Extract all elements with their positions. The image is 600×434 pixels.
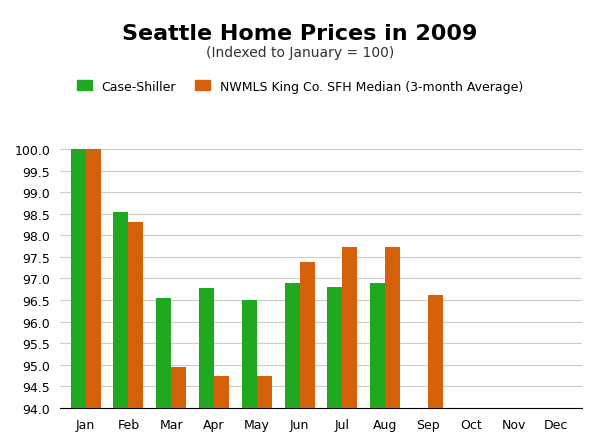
Bar	[71, 150, 86, 408]
Text: (Indexed to January = 100): (Indexed to January = 100)	[206, 46, 394, 59]
Bar	[370, 283, 385, 408]
Bar	[86, 150, 101, 408]
Bar	[299, 263, 314, 408]
Bar	[113, 212, 128, 408]
Legend: Case-Shiller, NWMLS King Co. SFH Median (3-month Average): Case-Shiller, NWMLS King Co. SFH Median …	[74, 78, 526, 96]
Bar	[284, 283, 299, 408]
Bar	[171, 367, 186, 408]
Bar	[214, 376, 229, 408]
Bar	[343, 248, 358, 408]
Bar	[257, 376, 272, 408]
Bar	[128, 223, 143, 408]
Bar	[242, 300, 257, 408]
Bar	[385, 248, 400, 408]
Bar	[156, 298, 171, 408]
Bar	[328, 287, 343, 408]
Bar	[428, 295, 443, 408]
Bar	[199, 288, 214, 408]
Text: Seattle Home Prices in 2009: Seattle Home Prices in 2009	[122, 24, 478, 44]
